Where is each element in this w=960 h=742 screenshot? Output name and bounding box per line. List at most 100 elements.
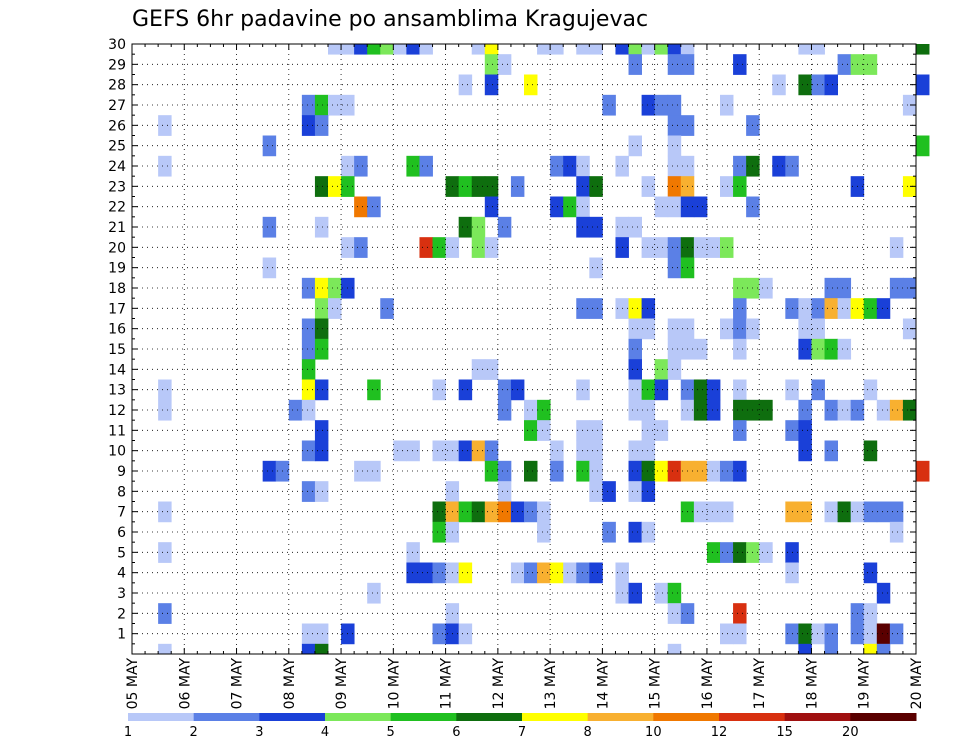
heatmap-cell [367,582,381,604]
heatmap-cell [863,298,878,319]
heatmap-cell [576,44,590,55]
heatmap-cell [811,74,825,96]
heatmap-cell [628,338,642,360]
heatmap-cell [824,399,838,421]
heatmap-cell [524,399,538,421]
heatmap-cell [902,277,917,299]
chart-title: GEFS 6hr padavine po ansamblima Kragujev… [132,7,648,32]
heatmap-cell [628,481,642,502]
heatmap-cell [497,460,512,482]
heatmap-cells [158,44,930,655]
heatmap-cell [811,623,825,645]
heatmap-cell [667,135,682,157]
colorbar-swatch [390,713,457,721]
heatmap-cell [458,176,473,197]
heatmap-cell [628,440,642,462]
x-tick-label: 16 MAY [700,658,716,710]
heatmap-cell [158,399,172,421]
heatmap-cell [628,54,642,75]
heatmap-cell [889,521,904,543]
heatmap-cell [471,237,486,258]
heatmap-cell [576,298,590,319]
heatmap-cell [641,237,656,258]
heatmap-cell [262,460,277,482]
heatmap-cell [328,94,342,116]
colorbar-swatch [587,713,654,721]
y-tick-label: 17 [108,301,126,317]
heatmap-cell [471,176,486,197]
heatmap-cell [916,135,930,157]
heatmap-cell [693,460,708,482]
heatmap-cell [863,501,878,523]
y-tick-label: 16 [108,322,126,338]
heatmap-cell [759,277,773,299]
heatmap-cell [328,298,342,319]
heatmap-cell [733,338,747,360]
heatmap-cell [341,44,355,55]
heatmap-cell [863,643,878,655]
heatmap-cell [641,44,656,55]
heatmap-cell [720,318,734,340]
heatmap-cell [733,399,747,421]
colorbar-swatch [784,713,851,721]
y-tick-label: 24 [108,159,126,175]
heatmap-cell [524,460,538,482]
heatmap-cell [811,298,825,319]
heatmap-cell [550,460,564,482]
heatmap-cell [328,277,342,299]
heatmap-cell [876,643,891,655]
heatmap-cell [458,440,473,462]
heatmap-cell [680,44,695,55]
heatmap-cell [262,135,277,157]
heatmap-cell [314,643,329,655]
y-tick-label: 12 [108,403,126,419]
heatmap-cell [589,460,603,482]
heatmap-cell [667,603,682,624]
heatmap-cell [288,399,303,421]
heatmap-cell [497,501,512,523]
heatmap-cell [576,440,590,462]
heatmap-cell [733,603,747,624]
heatmap-cell [406,44,420,55]
heatmap-cell [759,542,773,563]
heatmap-cell [889,399,904,421]
heatmap-cell [367,379,381,401]
heatmap-cell [301,277,316,299]
heatmap-cell [314,338,329,360]
heatmap-cell [641,94,656,116]
x-tick-label: 11 MAY [439,658,455,710]
heatmap-cell [576,216,590,238]
heatmap-cell [811,379,825,401]
colorbar-label: 1 [124,725,132,740]
heatmap-cell [301,643,316,655]
colorbar: 1 2 3 4 5 6 7 8 10 12 15 20 [124,713,917,740]
colorbar-swatch [850,713,917,721]
heatmap-cell [641,460,656,482]
heatmap-cell [550,440,564,462]
heatmap-cell [524,420,538,441]
heatmap-cell [602,521,616,543]
heatmap-cell [902,399,917,421]
heatmap-cell [354,155,368,177]
heatmap-cell [432,562,446,584]
y-tick-label: 15 [108,342,126,358]
heatmap-cell [628,44,642,55]
x-tick-label: 19 MAY [857,658,873,710]
heatmap-cell [733,54,747,75]
heatmap-cell [262,257,277,279]
heatmap-cell [419,155,433,177]
heatmap-cell [628,460,642,482]
heatmap-cell [824,277,838,299]
heatmap-cell [733,379,747,401]
heatmap-cell [667,460,682,482]
y-tick-label: 27 [108,98,126,114]
colorbar-label: 4 [321,725,329,740]
heatmap-cell [667,237,682,258]
heatmap-cell [537,44,551,55]
heatmap-cell [667,359,682,380]
heatmap-cell [889,277,904,299]
heatmap-cell [667,582,682,604]
heatmap-cell [458,562,473,584]
heatmap-cell [824,298,838,319]
heatmap-cell [406,542,420,563]
